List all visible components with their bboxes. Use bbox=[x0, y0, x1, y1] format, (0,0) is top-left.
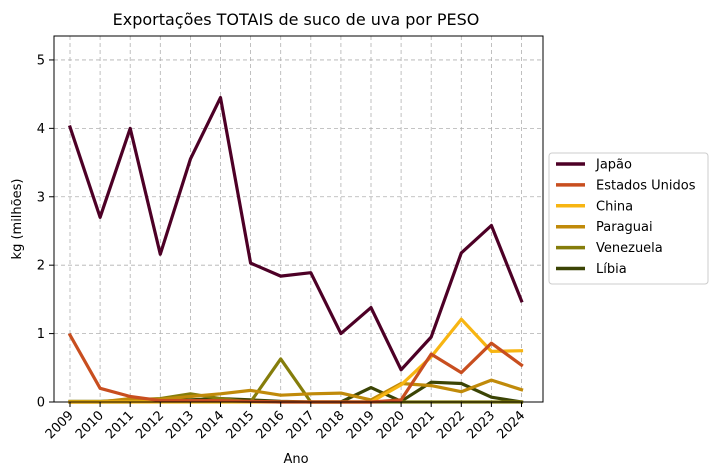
plot-frame bbox=[53, 35, 544, 403]
x-axis-label: Ano bbox=[283, 452, 308, 467]
x-tick-label: 2012 bbox=[133, 408, 167, 442]
y-tick-label: 5 bbox=[37, 53, 45, 68]
y-axis-label: kg (milhões) bbox=[10, 179, 25, 260]
legend-label: China bbox=[596, 199, 633, 214]
x-tick-label: 2016 bbox=[254, 408, 288, 442]
y-tick-label: 0 bbox=[37, 396, 45, 411]
legend-box bbox=[548, 152, 709, 285]
x-tick-label: 2014 bbox=[193, 408, 227, 442]
x-tick-label: 2010 bbox=[73, 408, 107, 442]
x-tick-label: 2011 bbox=[103, 408, 137, 442]
y-tick-label: 3 bbox=[37, 190, 45, 205]
y-tick-label: 1 bbox=[37, 327, 45, 342]
y-tick-label: 4 bbox=[37, 122, 45, 137]
x-tick-label: 2022 bbox=[434, 408, 468, 442]
x-tick-label: 2021 bbox=[404, 408, 438, 442]
x-tick-label: 2009 bbox=[43, 408, 77, 442]
series-line-1 bbox=[67, 332, 524, 404]
x-tick-label: 2024 bbox=[494, 408, 528, 442]
x-tick-label: 2015 bbox=[223, 408, 257, 442]
series-layer bbox=[67, 95, 524, 404]
chart-title: Exportações TOTAIS de suco de uva por PE… bbox=[113, 10, 480, 29]
legend-label: Estados Unidos bbox=[596, 178, 696, 193]
x-tick-label: 2023 bbox=[464, 408, 498, 442]
x-axis-ticks: 2009201020112012201320142015201620172018… bbox=[43, 402, 528, 442]
x-tick-label: 2019 bbox=[344, 408, 378, 442]
grid bbox=[54, 36, 543, 403]
legend-label: Líbia bbox=[596, 262, 627, 277]
x-tick-label: 2018 bbox=[314, 408, 348, 442]
x-tick-label: 2017 bbox=[284, 408, 318, 442]
legend-label: Venezuela bbox=[596, 241, 663, 256]
legend-label: Paraguai bbox=[596, 220, 653, 235]
legend-label: Japão bbox=[595, 158, 632, 173]
series-line-0 bbox=[67, 95, 524, 372]
x-tick-label: 2013 bbox=[163, 408, 197, 442]
y-tick-label: 2 bbox=[37, 259, 45, 274]
x-tick-label: 2020 bbox=[374, 408, 408, 442]
y-axis-ticks: 0 1 2 3 4 5 bbox=[37, 53, 54, 411]
legend: Japão Estados Unidos China Paraguai Venezuel… bbox=[548, 152, 709, 285]
